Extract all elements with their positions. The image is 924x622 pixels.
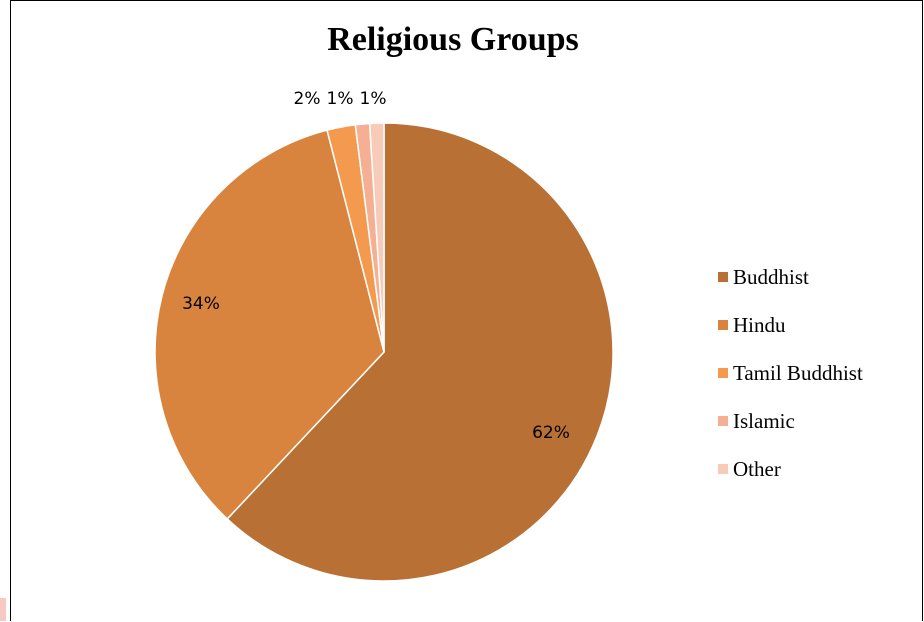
data-label-tamil-buddhist: 2% xyxy=(294,89,321,109)
legend-item-other: Other xyxy=(718,445,863,493)
legend-item-islamic: Islamic xyxy=(718,397,863,445)
legend: Buddhist Hindu Tamil Buddhist Islamic Other xyxy=(718,253,863,493)
legend-item-hindu: Hindu xyxy=(718,301,863,349)
legend-swatch xyxy=(718,464,728,474)
pie-chart: 62% 34% 2% 1% 1% xyxy=(154,89,614,582)
legend-label: Hindu xyxy=(733,312,786,337)
pie-slice-other xyxy=(368,122,385,353)
legend-swatch xyxy=(718,272,728,282)
pie-slice-buddhist xyxy=(226,122,614,582)
legend-label: Tamil Buddhist xyxy=(733,360,863,385)
legend-swatch xyxy=(718,320,728,330)
legend-label: Other xyxy=(733,456,781,481)
chart-frame: Religious Groups 62% 34% 2% 1% 1% Buddhist Hi… xyxy=(10,0,923,621)
edge-accent xyxy=(0,598,6,621)
legend-swatch xyxy=(718,368,728,378)
data-label-buddhist: 62% xyxy=(532,423,570,443)
chart-title: Religious Groups xyxy=(327,21,579,58)
data-label-other: 1% xyxy=(360,89,387,109)
legend-label: Islamic xyxy=(733,408,795,433)
legend-swatch xyxy=(718,416,728,426)
data-label-islamic: 1% xyxy=(327,89,354,109)
legend-item-buddhist: Buddhist xyxy=(718,253,863,301)
legend-item-tamil-buddhist: Tamil Buddhist xyxy=(718,349,863,397)
legend-label: Buddhist xyxy=(733,264,809,289)
data-label-hindu: 34% xyxy=(182,294,220,314)
pie-slice-hindu xyxy=(154,129,385,520)
